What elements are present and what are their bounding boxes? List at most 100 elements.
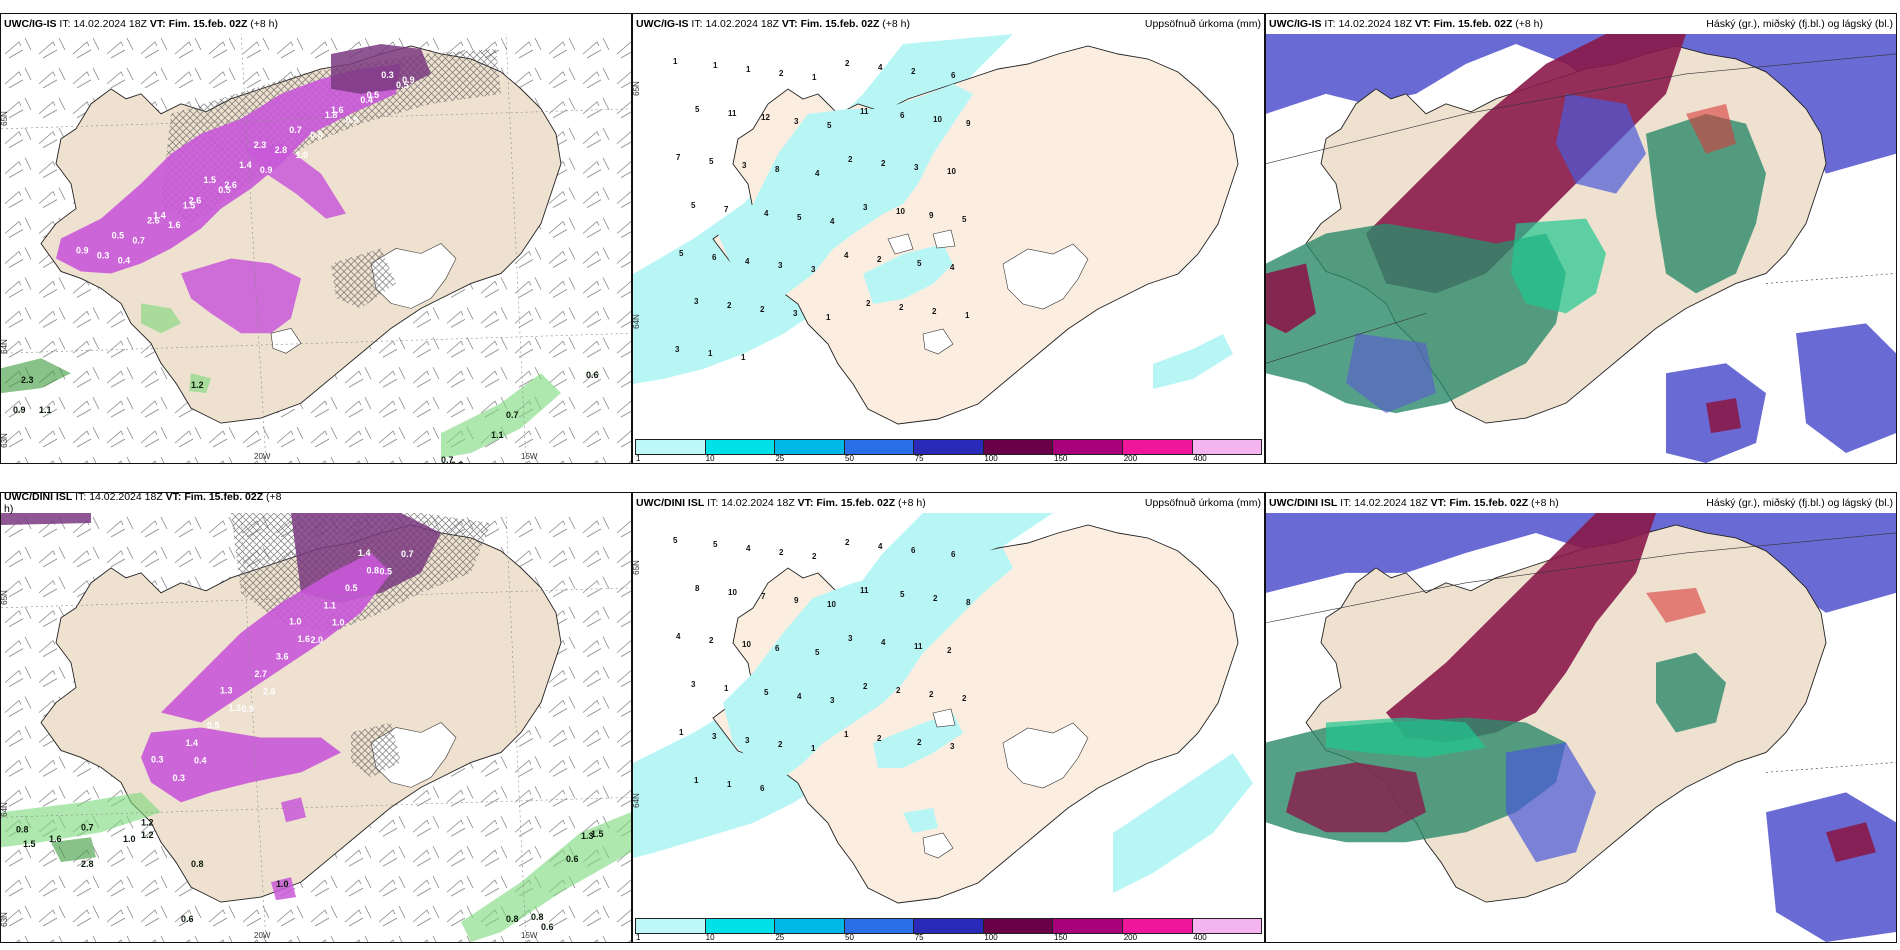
precip-value-label: 1.3 xyxy=(220,686,232,696)
precip-value-label: 3 xyxy=(691,680,696,689)
high-cloud-red xyxy=(1266,263,1316,334)
colorbar-label: 150 xyxy=(1054,454,1068,463)
precip-value-label: 4 xyxy=(844,251,849,260)
precip-value-label: 2 xyxy=(947,646,952,655)
precip-value-label: 3 xyxy=(848,634,853,643)
precip-value-label: 4 xyxy=(676,632,681,641)
colorbar-label: 75 xyxy=(914,454,924,463)
iceland-wind-map: 0.30.30.41.40.51.31.30.92.62.73.61.61.02… xyxy=(1,513,631,942)
precip-value-label: 5 xyxy=(691,201,696,210)
precip-value-label: 1.5 xyxy=(183,200,195,210)
precip-value-label: 2 xyxy=(929,690,934,699)
precip-value-label: 3 xyxy=(745,736,750,745)
precip-value-label: 3 xyxy=(863,203,868,212)
precip-value-label: 11 xyxy=(860,586,869,595)
precip-value-label: 6 xyxy=(900,111,905,120)
precip-value-label: 0.9 xyxy=(260,165,272,175)
lat-label: 63N xyxy=(0,912,9,927)
precip-value-label: 0.7 xyxy=(401,549,413,559)
vt-label: VT: xyxy=(149,18,166,30)
precip-green xyxy=(1,792,161,848)
precip-value-label: 11 xyxy=(914,642,923,651)
high-cloud-red xyxy=(1646,587,1706,623)
glacier xyxy=(370,243,457,309)
precip-value-label: 3.6 xyxy=(276,652,288,662)
precip-value-label: 1.5 xyxy=(23,839,35,849)
colorbar-cell xyxy=(705,440,776,454)
precip-value-label: 2 xyxy=(727,301,732,310)
panel-header: UWC/DINI ISL IT: 14.02.2024 18Z VT: Fim.… xyxy=(1,492,631,507)
colorbar-label: 25 xyxy=(775,454,785,463)
colorbar-cell xyxy=(1192,440,1262,454)
lat-label: 63N xyxy=(0,433,9,448)
colorbar-label: 25 xyxy=(775,933,785,942)
precip-magenta xyxy=(281,797,306,823)
colorbar-cell xyxy=(983,440,1054,454)
precip-value-label: 4 xyxy=(878,63,883,72)
precip-value-label: 2 xyxy=(863,682,868,691)
colorbar-cells xyxy=(635,439,1262,455)
precip-dark xyxy=(331,43,431,94)
precip-value-label: 0.9 xyxy=(242,704,254,714)
precip-value-label: 1.0 xyxy=(332,618,344,628)
valid-time: Fim. 15.feb. 02Z xyxy=(184,492,264,503)
precip-value-label: 2.8 xyxy=(81,859,93,869)
init-time: 14.02.2024 18Z xyxy=(89,492,163,503)
glacier xyxy=(1002,243,1089,310)
colorbar-cell xyxy=(1053,440,1123,454)
map-area: 1 1 1 2 1 2 4 2 6 5 11 12 3 5 11 6 10 9 7 5 3 8 4 2 2 3 10 5 7 4 5 4 3 10… xyxy=(633,34,1264,437)
precip-value-label: 0.8 xyxy=(191,859,203,869)
colorbar: 1 10 25 50 75 100 150 200 400 xyxy=(633,916,1264,942)
init-time: 14.02.2024 18Z xyxy=(705,18,779,30)
precip-value-label: 5 xyxy=(797,213,802,222)
precip-value-label: 2.6 xyxy=(263,687,275,697)
low-cloud-blue xyxy=(1346,333,1436,414)
precip-value-label: 3 xyxy=(830,696,835,705)
precip-value-label: 10 xyxy=(742,640,751,649)
colorbar-label: 50 xyxy=(845,454,854,463)
high-cloud-red xyxy=(1366,34,1686,294)
precip-value-label: 1 xyxy=(811,744,816,753)
precip-value-label: 1.0 xyxy=(296,150,308,160)
colorbar-labels: 1 10 25 50 75 100 150 200 400 xyxy=(635,933,1262,942)
iceland-precip-map: 1 1 1 2 12 4 2 65 11 12 3 511 6 10 97 5 3 8 42 2 3 105 7 4 5 43 10… xyxy=(633,34,1239,425)
precip-cyan-on-land xyxy=(718,84,973,304)
vt-label: VT: xyxy=(781,18,798,30)
precip-value-label: 8 xyxy=(775,165,780,174)
valid-time: Fim. 15.feb. 02Z xyxy=(168,18,248,30)
low-cloud-blue xyxy=(1556,93,1646,194)
precip-value-label: 0.3 xyxy=(381,70,393,80)
precip-value-label: 0.3 xyxy=(151,754,163,764)
panel-header: UWC/IG-IS IT: 14.02.2024 18Z VT: Fim. 15… xyxy=(1,14,631,34)
precip-green xyxy=(461,812,631,942)
init-time: 14.02.2024 18Z xyxy=(721,497,795,509)
precip-value-label: 12 xyxy=(761,113,770,122)
hatched-region xyxy=(351,722,401,778)
precip-value-label: 1 xyxy=(724,684,729,693)
colorbar-cell xyxy=(1122,440,1193,454)
iceland-cloud-map xyxy=(1266,34,1896,463)
vt-label: VT: xyxy=(1430,497,1447,509)
valid-time: Fim. 15.feb. 02Z xyxy=(800,18,880,30)
precip-value-label: 9 xyxy=(794,596,799,605)
hatched-region xyxy=(331,248,396,309)
precip-magenta xyxy=(246,143,346,219)
precip-value-label: 1 xyxy=(713,61,718,70)
precip-value-label: 2 xyxy=(709,636,714,645)
field-name: Háský (gr.), miðský (fj.bl.) og lágský (… xyxy=(1706,497,1893,509)
precip-value-label: 1 xyxy=(844,730,849,739)
glacier xyxy=(922,328,954,355)
high-cloud-red xyxy=(1686,103,1736,154)
lon-label: 15W xyxy=(521,931,538,940)
precip-value-label: 1.2 xyxy=(141,817,153,827)
precip-value-label: 0.6 xyxy=(541,922,553,932)
precip-value-label: 0.6 xyxy=(181,914,193,924)
high-cloud-red xyxy=(1386,513,1656,743)
precip-value-label: 2.0 xyxy=(311,635,323,645)
precip-magenta xyxy=(181,258,301,334)
lead-time-wrap: h) xyxy=(4,503,14,515)
lead-time: (+8 h) xyxy=(1515,18,1544,30)
colorbar-label: 200 xyxy=(1123,933,1138,942)
map-panel-accum-precip-bottom: UWC/DINI ISL IT: 14.02.2024 18Z VT: Fim.… xyxy=(632,492,1265,943)
